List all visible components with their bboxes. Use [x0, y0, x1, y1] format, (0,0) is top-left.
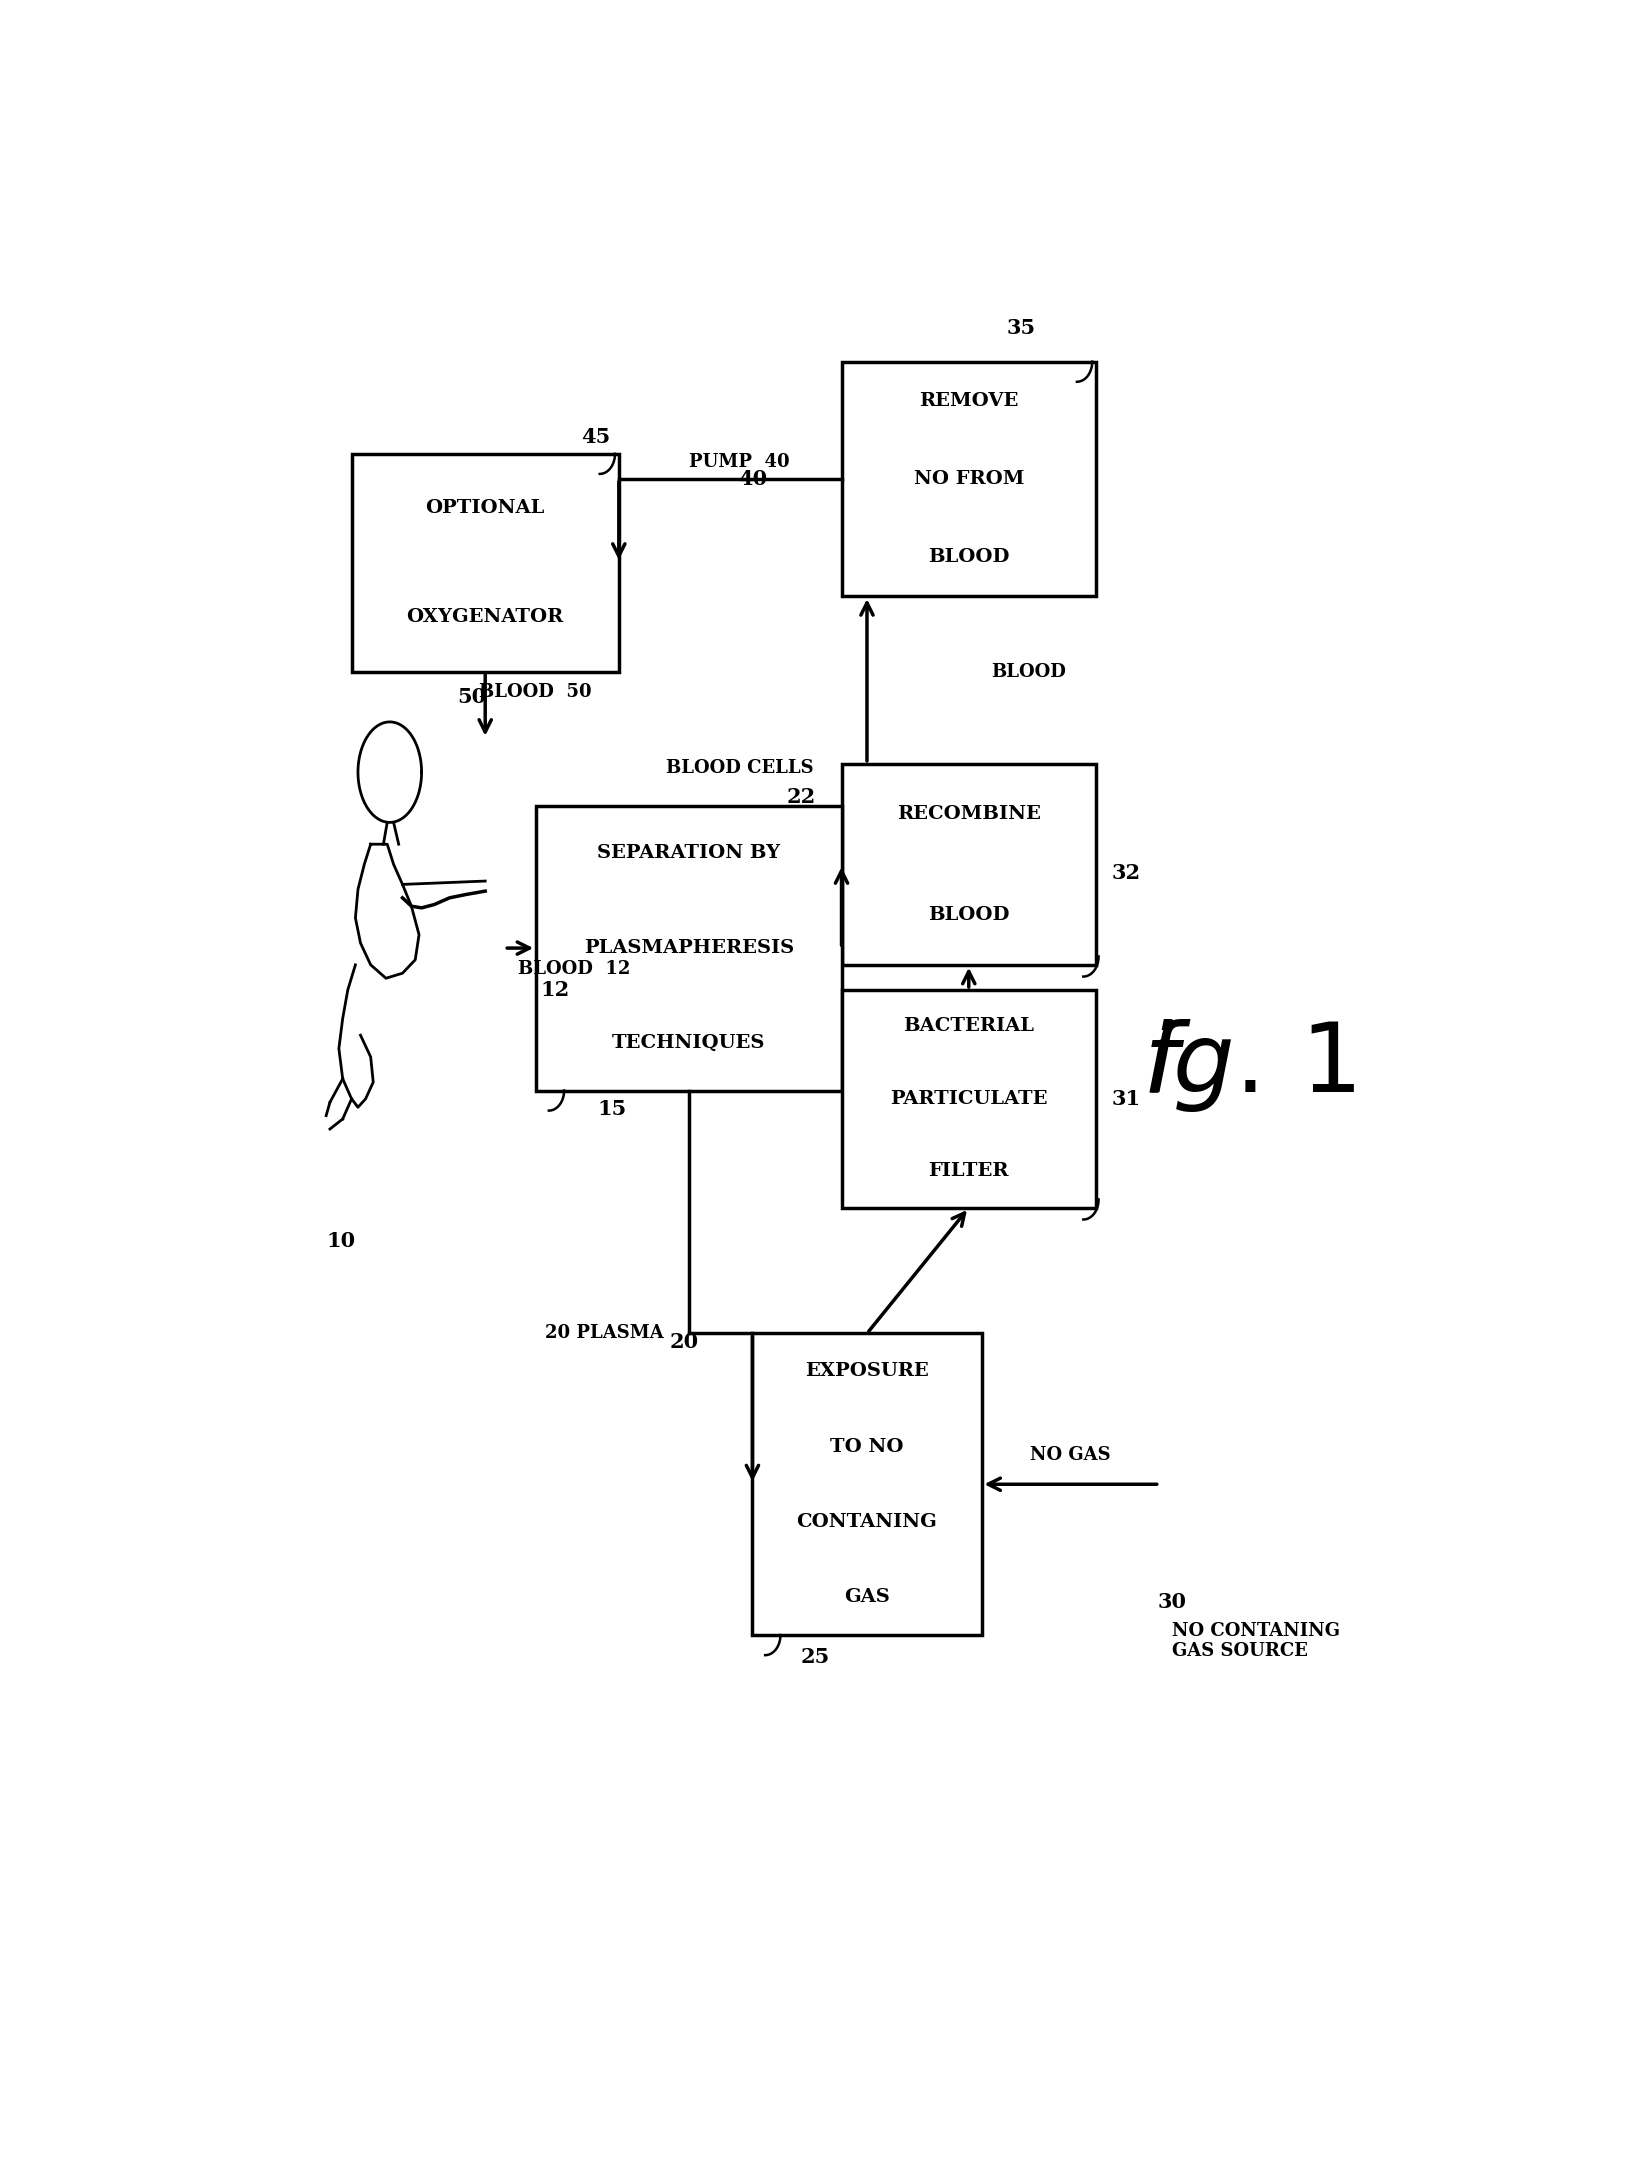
Text: TECHNIQUES: TECHNIQUES — [612, 1034, 765, 1051]
Text: EXPOSURE: EXPOSURE — [805, 1362, 929, 1380]
Text: OPTIONAL: OPTIONAL — [425, 498, 545, 518]
Text: 20: 20 — [670, 1332, 699, 1351]
Text: 45: 45 — [581, 426, 609, 446]
Text: REMOVE: REMOVE — [920, 392, 1018, 409]
Text: BLOOD  50: BLOOD 50 — [479, 683, 591, 701]
Bar — [351, 455, 619, 672]
Bar — [752, 1334, 982, 1634]
Text: BLOOD: BLOOD — [928, 905, 1010, 923]
Text: 25: 25 — [801, 1647, 831, 1667]
Text: NO GAS: NO GAS — [1030, 1447, 1112, 1464]
Text: 15: 15 — [598, 1099, 627, 1118]
Text: NO CONTANING
GAS SOURCE: NO CONTANING GAS SOURCE — [1172, 1621, 1340, 1660]
Text: 22: 22 — [787, 788, 816, 807]
Text: BLOOD CELLS: BLOOD CELLS — [667, 759, 813, 777]
Bar — [842, 990, 1097, 1208]
Text: CONTANING: CONTANING — [796, 1512, 938, 1532]
Bar — [842, 764, 1097, 964]
Text: 30: 30 — [1158, 1591, 1186, 1612]
Text: NO FROM: NO FROM — [913, 470, 1025, 487]
Text: SEPARATION BY: SEPARATION BY — [598, 844, 780, 862]
Polygon shape — [358, 722, 422, 823]
Text: FILTER: FILTER — [928, 1162, 1010, 1182]
Text: TO NO: TO NO — [831, 1438, 903, 1456]
Polygon shape — [338, 964, 373, 1108]
Text: 31: 31 — [1112, 1088, 1141, 1110]
Text: BLOOD  12: BLOOD 12 — [519, 960, 631, 979]
Text: PLASMAPHERESIS: PLASMAPHERESIS — [585, 940, 793, 957]
Text: BLOOD: BLOOD — [992, 664, 1067, 681]
Text: BLOOD: BLOOD — [928, 548, 1010, 566]
Polygon shape — [355, 844, 419, 979]
Text: 50: 50 — [456, 688, 486, 707]
Bar — [535, 805, 842, 1090]
Text: 20 PLASMA: 20 PLASMA — [545, 1325, 663, 1343]
Text: 35: 35 — [1007, 318, 1036, 337]
Text: PUMP  40: PUMP 40 — [690, 453, 790, 470]
Text: BACTERIAL: BACTERIAL — [903, 1016, 1034, 1036]
Text: 40: 40 — [737, 470, 767, 490]
Text: $\mathit{f\!\!ig.\,1}$: $\mathit{f\!\!ig.\,1}$ — [1143, 1016, 1355, 1114]
Text: 12: 12 — [540, 979, 570, 1001]
Bar — [842, 361, 1097, 596]
Text: 32: 32 — [1112, 862, 1141, 883]
Text: GAS: GAS — [844, 1588, 890, 1606]
Text: 10: 10 — [327, 1232, 355, 1251]
Text: PARTICULATE: PARTICULATE — [890, 1090, 1048, 1108]
Text: RECOMBINE: RECOMBINE — [897, 805, 1041, 823]
Text: OXYGENATOR: OXYGENATOR — [407, 607, 563, 627]
